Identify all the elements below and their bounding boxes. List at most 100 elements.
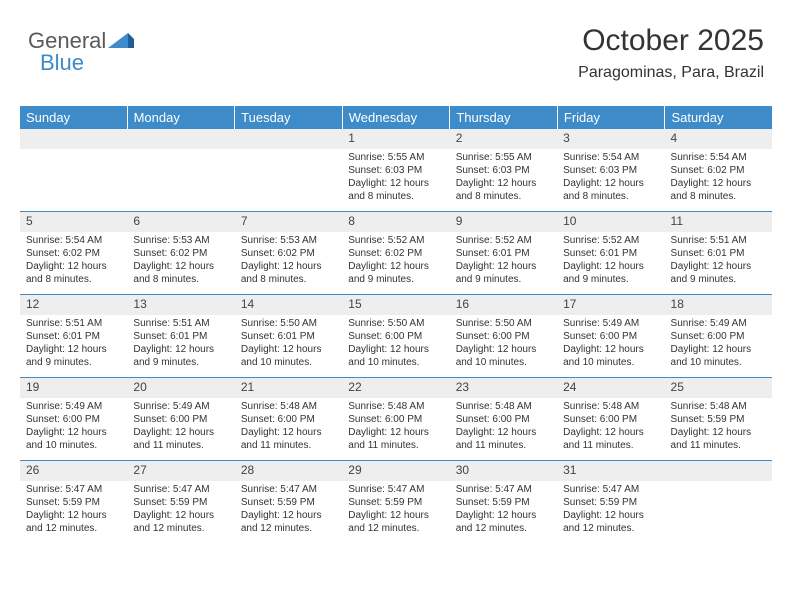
day-number: 27 <box>127 461 234 481</box>
day-info: Sunrise: 5:51 AMSunset: 6:01 PMDaylight:… <box>127 315 234 373</box>
day-cell: 23Sunrise: 5:48 AMSunset: 6:00 PMDayligh… <box>450 378 557 460</box>
daylight-text: Daylight: 12 hours and 9 minutes. <box>26 343 121 369</box>
sunset-text: Sunset: 6:00 PM <box>348 413 443 426</box>
day-number: 30 <box>450 461 557 481</box>
day-number: 13 <box>127 295 234 315</box>
sunrise-text: Sunrise: 5:51 AM <box>26 317 121 330</box>
day-cell: 1Sunrise: 5:55 AMSunset: 6:03 PMDaylight… <box>342 129 449 211</box>
sunset-text: Sunset: 6:00 PM <box>671 330 766 343</box>
sunrise-text: Sunrise: 5:47 AM <box>348 483 443 496</box>
sunset-text: Sunset: 6:01 PM <box>133 330 228 343</box>
day-cell <box>20 129 127 211</box>
day-header: Monday <box>128 106 236 129</box>
day-number: 12 <box>20 295 127 315</box>
day-number: 28 <box>235 461 342 481</box>
day-info: Sunrise: 5:52 AMSunset: 6:02 PMDaylight:… <box>342 232 449 290</box>
daylight-text: Daylight: 12 hours and 8 minutes. <box>241 260 336 286</box>
day-info: Sunrise: 5:47 AMSunset: 5:59 PMDaylight:… <box>557 481 664 539</box>
day-cell: 4Sunrise: 5:54 AMSunset: 6:02 PMDaylight… <box>665 129 772 211</box>
day-info: Sunrise: 5:48 AMSunset: 6:00 PMDaylight:… <box>235 398 342 456</box>
sunset-text: Sunset: 6:01 PM <box>241 330 336 343</box>
sunset-text: Sunset: 6:00 PM <box>456 330 551 343</box>
day-info: Sunrise: 5:54 AMSunset: 6:02 PMDaylight:… <box>665 149 772 207</box>
day-cell: 19Sunrise: 5:49 AMSunset: 6:00 PMDayligh… <box>20 378 127 460</box>
day-number: 5 <box>20 212 127 232</box>
sunset-text: Sunset: 5:59 PM <box>26 496 121 509</box>
day-cell: 18Sunrise: 5:49 AMSunset: 6:00 PMDayligh… <box>665 295 772 377</box>
sunrise-text: Sunrise: 5:49 AM <box>671 317 766 330</box>
day-cell <box>665 461 772 543</box>
day-info: Sunrise: 5:48 AMSunset: 5:59 PMDaylight:… <box>665 398 772 456</box>
daylight-text: Daylight: 12 hours and 11 minutes. <box>133 426 228 452</box>
day-header: Saturday <box>665 106 772 129</box>
daylight-text: Daylight: 12 hours and 9 minutes. <box>671 260 766 286</box>
daylight-text: Daylight: 12 hours and 11 minutes. <box>348 426 443 452</box>
daylight-text: Daylight: 12 hours and 8 minutes. <box>26 260 121 286</box>
sunset-text: Sunset: 5:59 PM <box>671 413 766 426</box>
sunrise-text: Sunrise: 5:47 AM <box>563 483 658 496</box>
sunrise-text: Sunrise: 5:51 AM <box>133 317 228 330</box>
sunset-text: Sunset: 6:01 PM <box>563 247 658 260</box>
day-cell: 9Sunrise: 5:52 AMSunset: 6:01 PMDaylight… <box>450 212 557 294</box>
day-info: Sunrise: 5:51 AMSunset: 6:01 PMDaylight:… <box>20 315 127 373</box>
daylight-text: Daylight: 12 hours and 12 minutes. <box>563 509 658 535</box>
daylight-text: Daylight: 12 hours and 12 minutes. <box>456 509 551 535</box>
day-number: 25 <box>665 378 772 398</box>
day-number <box>665 461 772 481</box>
sunrise-text: Sunrise: 5:51 AM <box>671 234 766 247</box>
sunset-text: Sunset: 6:03 PM <box>563 164 658 177</box>
sunset-text: Sunset: 6:00 PM <box>26 413 121 426</box>
sunset-text: Sunset: 6:03 PM <box>348 164 443 177</box>
daylight-text: Daylight: 12 hours and 10 minutes. <box>563 343 658 369</box>
calendar-header-row: SundayMondayTuesdayWednesdayThursdayFrid… <box>20 106 772 129</box>
daylight-text: Daylight: 12 hours and 10 minutes. <box>671 343 766 369</box>
sunset-text: Sunset: 5:59 PM <box>241 496 336 509</box>
calendar-body: 1Sunrise: 5:55 AMSunset: 6:03 PMDaylight… <box>20 129 772 543</box>
day-info: Sunrise: 5:48 AMSunset: 6:00 PMDaylight:… <box>450 398 557 456</box>
day-number: 11 <box>665 212 772 232</box>
day-cell: 29Sunrise: 5:47 AMSunset: 5:59 PMDayligh… <box>342 461 449 543</box>
sunset-text: Sunset: 6:03 PM <box>456 164 551 177</box>
sunrise-text: Sunrise: 5:48 AM <box>456 400 551 413</box>
daylight-text: Daylight: 12 hours and 8 minutes. <box>671 177 766 203</box>
day-info: Sunrise: 5:48 AMSunset: 6:00 PMDaylight:… <box>342 398 449 456</box>
day-info: Sunrise: 5:55 AMSunset: 6:03 PMDaylight:… <box>342 149 449 207</box>
day-cell: 28Sunrise: 5:47 AMSunset: 5:59 PMDayligh… <box>235 461 342 543</box>
daylight-text: Daylight: 12 hours and 9 minutes. <box>348 260 443 286</box>
day-number: 22 <box>342 378 449 398</box>
week-row: 1Sunrise: 5:55 AMSunset: 6:03 PMDaylight… <box>20 129 772 211</box>
daylight-text: Daylight: 12 hours and 10 minutes. <box>456 343 551 369</box>
week-row: 5Sunrise: 5:54 AMSunset: 6:02 PMDaylight… <box>20 211 772 294</box>
day-info: Sunrise: 5:49 AMSunset: 6:00 PMDaylight:… <box>127 398 234 456</box>
daylight-text: Daylight: 12 hours and 9 minutes. <box>133 343 228 369</box>
daylight-text: Daylight: 12 hours and 10 minutes. <box>348 343 443 369</box>
sunset-text: Sunset: 6:02 PM <box>241 247 336 260</box>
daylight-text: Daylight: 12 hours and 8 minutes. <box>563 177 658 203</box>
day-number: 7 <box>235 212 342 232</box>
day-cell: 15Sunrise: 5:50 AMSunset: 6:00 PMDayligh… <box>342 295 449 377</box>
day-cell: 13Sunrise: 5:51 AMSunset: 6:01 PMDayligh… <box>127 295 234 377</box>
daylight-text: Daylight: 12 hours and 11 minutes. <box>241 426 336 452</box>
sunset-text: Sunset: 6:01 PM <box>456 247 551 260</box>
day-cell: 17Sunrise: 5:49 AMSunset: 6:00 PMDayligh… <box>557 295 664 377</box>
day-info: Sunrise: 5:51 AMSunset: 6:01 PMDaylight:… <box>665 232 772 290</box>
page-title: October 2025 <box>578 24 764 58</box>
day-info: Sunrise: 5:47 AMSunset: 5:59 PMDaylight:… <box>342 481 449 539</box>
day-number <box>127 129 234 149</box>
day-info: Sunrise: 5:52 AMSunset: 6:01 PMDaylight:… <box>557 232 664 290</box>
day-number: 4 <box>665 129 772 149</box>
day-info: Sunrise: 5:47 AMSunset: 5:59 PMDaylight:… <box>127 481 234 539</box>
sunrise-text: Sunrise: 5:47 AM <box>456 483 551 496</box>
week-row: 19Sunrise: 5:49 AMSunset: 6:00 PMDayligh… <box>20 377 772 460</box>
day-info: Sunrise: 5:50 AMSunset: 6:01 PMDaylight:… <box>235 315 342 373</box>
day-number: 9 <box>450 212 557 232</box>
daylight-text: Daylight: 12 hours and 11 minutes. <box>563 426 658 452</box>
sunset-text: Sunset: 6:02 PM <box>671 164 766 177</box>
day-cell: 3Sunrise: 5:54 AMSunset: 6:03 PMDaylight… <box>557 129 664 211</box>
sunrise-text: Sunrise: 5:55 AM <box>348 151 443 164</box>
day-info: Sunrise: 5:54 AMSunset: 6:03 PMDaylight:… <box>557 149 664 207</box>
day-info: Sunrise: 5:50 AMSunset: 6:00 PMDaylight:… <box>450 315 557 373</box>
day-number: 31 <box>557 461 664 481</box>
day-info: Sunrise: 5:52 AMSunset: 6:01 PMDaylight:… <box>450 232 557 290</box>
sunset-text: Sunset: 5:59 PM <box>133 496 228 509</box>
